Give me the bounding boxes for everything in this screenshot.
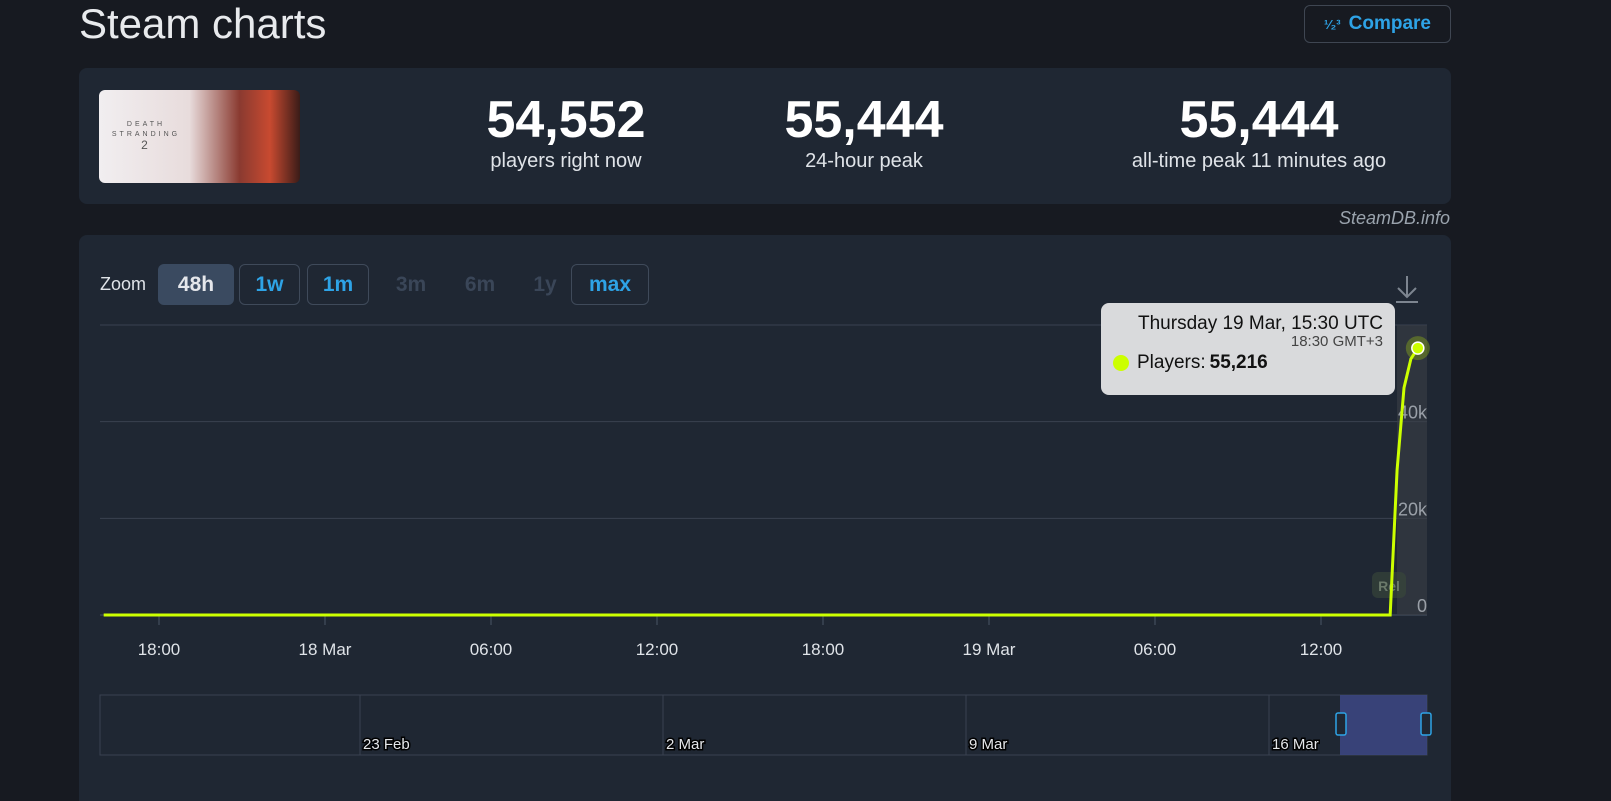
game-cover-image[interactable]: DEATH STRANDING 2	[99, 90, 300, 183]
plot-band	[1397, 325, 1427, 615]
navigator-selection[interactable]	[1340, 695, 1427, 755]
zoom-6m-button: 6m	[464, 272, 496, 296]
navigator-handle[interactable]	[1335, 712, 1347, 736]
y-tick-label: 40k	[1398, 403, 1428, 423]
stat-value: 55,444	[784, 91, 944, 149]
stat-current: 54,552 players right now	[416, 90, 716, 173]
release-flag	[1372, 572, 1406, 598]
tooltip-series: Players:	[1137, 352, 1206, 373]
credit-link[interactable]: SteamDB.info	[1338, 208, 1450, 228]
zoom-48h-button[interactable]: 48h	[158, 264, 234, 305]
navigator-tick-label: 16 Mar	[1272, 736, 1319, 753]
series-dot-icon	[1113, 355, 1129, 371]
tooltip-date: Thursday 19 Mar, 15:30 UTC	[1138, 313, 1383, 334]
stat-label: players right now	[490, 150, 642, 172]
x-tick-label: 06:00	[1134, 640, 1177, 659]
stats-panel: DEATH STRANDING 2 54,552 players right now…	[79, 68, 1451, 204]
x-tick-label: 12:00	[636, 640, 679, 659]
series-line-players	[103, 347, 1420, 617]
zoom-1w-button[interactable]: 1w	[239, 264, 300, 305]
release-flag-label: Rel	[1378, 578, 1400, 594]
zoom-label: Zoom	[100, 274, 147, 294]
stat-label: 24-hour peak	[805, 150, 923, 172]
x-tick-label: 06:00	[470, 640, 513, 659]
navigator-tick-label: 2 Mar	[666, 736, 704, 753]
y-tick-label: 20k	[1398, 499, 1428, 519]
x-tick-label: 18:00	[138, 640, 181, 659]
zoom-3m-button: 3m	[395, 272, 427, 296]
zoom-max-button[interactable]: max	[571, 264, 649, 305]
compare-button[interactable]: ¹⁄₂³ Compare	[1304, 5, 1451, 43]
navigator-tick-label: 23 Feb	[363, 736, 410, 753]
chart-tooltip: Thursday 19 Mar, 15:30 UTC 18:30 GMT+3 P…	[1101, 303, 1395, 395]
download-icon[interactable]	[1396, 276, 1418, 303]
page-title: Steam charts	[79, 0, 327, 47]
stat-all-time-peak: 55,444 all-time peak 11 minutes ago	[1094, 90, 1424, 173]
stat-label: all-time peak 11 minutes ago	[1131, 150, 1387, 172]
stat-value: 55,444	[1179, 91, 1339, 149]
fraction-icon: ¹⁄₂³	[1324, 16, 1341, 32]
hovered-point	[1411, 341, 1425, 355]
tooltip-local-time: 18:30 GMT+3	[1290, 333, 1383, 350]
navigator-handle[interactable]	[1420, 712, 1432, 736]
zoom-1m-button[interactable]: 1m	[307, 264, 369, 305]
navigator-tick-label: 9 Mar	[969, 736, 1007, 753]
compare-label: Compare	[1348, 13, 1431, 34]
navigator[interactable]	[99, 694, 1428, 756]
x-tick-label: 18 Mar	[299, 640, 352, 659]
game-logo: DEATH STRANDING 2	[111, 121, 181, 152]
zoom-1y-button: 1y	[533, 272, 557, 296]
stat-24h-peak: 55,444 24-hour peak	[714, 90, 1014, 173]
x-tick-label: 19 Mar	[963, 640, 1016, 659]
x-tick-label: 12:00	[1300, 640, 1343, 659]
y-tick-label: 0	[1417, 596, 1427, 616]
tooltip-value: 55,216	[1209, 352, 1268, 373]
stat-value: 54,552	[486, 91, 646, 149]
x-tick-label: 18:00	[802, 640, 845, 659]
